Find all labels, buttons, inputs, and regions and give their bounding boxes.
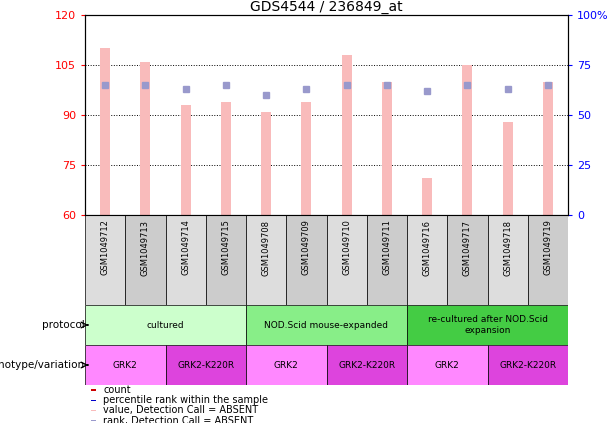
Bar — [91, 389, 96, 390]
Text: cultured: cultured — [147, 321, 185, 330]
Text: GSM1049711: GSM1049711 — [383, 220, 391, 275]
Bar — [327, 345, 407, 385]
Title: GDS4544 / 236849_at: GDS4544 / 236849_at — [250, 0, 403, 14]
Bar — [85, 215, 125, 305]
Text: GRK2: GRK2 — [435, 360, 460, 370]
Text: GSM1049716: GSM1049716 — [422, 220, 432, 275]
Bar — [166, 345, 246, 385]
Bar — [302, 102, 311, 215]
Text: GRK2: GRK2 — [274, 360, 299, 370]
Text: percentile rank within the sample: percentile rank within the sample — [104, 395, 268, 405]
Bar — [367, 215, 407, 305]
Bar — [91, 410, 96, 411]
Bar — [543, 82, 553, 215]
Text: GRK2-K220R: GRK2-K220R — [177, 360, 234, 370]
Text: GSM1049715: GSM1049715 — [221, 220, 230, 275]
Bar — [140, 62, 150, 215]
Bar — [91, 420, 96, 421]
Text: value, Detection Call = ABSENT: value, Detection Call = ABSENT — [104, 406, 259, 415]
Bar — [487, 215, 528, 305]
Bar — [327, 215, 367, 305]
Text: GSM1049710: GSM1049710 — [342, 220, 351, 275]
Bar — [447, 215, 487, 305]
Bar — [487, 345, 568, 385]
Bar — [341, 55, 352, 215]
Bar — [100, 48, 110, 215]
Bar — [246, 345, 327, 385]
Text: GSM1049719: GSM1049719 — [543, 220, 552, 275]
Text: GSM1049708: GSM1049708 — [262, 220, 270, 275]
Text: GRK2-K220R: GRK2-K220R — [499, 360, 557, 370]
Bar — [125, 215, 166, 305]
Bar — [407, 345, 487, 385]
Bar — [407, 215, 447, 305]
Bar — [246, 305, 407, 345]
Text: GSM1049717: GSM1049717 — [463, 220, 472, 275]
Text: GSM1049709: GSM1049709 — [302, 220, 311, 275]
Bar — [206, 215, 246, 305]
Text: re-cultured after NOD.Scid
expansion: re-cultured after NOD.Scid expansion — [427, 315, 547, 335]
Bar — [85, 305, 246, 345]
Text: GRK2-K220R: GRK2-K220R — [338, 360, 395, 370]
Bar — [181, 105, 191, 215]
Bar — [261, 112, 271, 215]
Bar — [382, 82, 392, 215]
Text: protocol: protocol — [42, 320, 85, 330]
Text: NOD.Scid mouse-expanded: NOD.Scid mouse-expanded — [264, 321, 389, 330]
Bar — [91, 399, 96, 401]
Bar — [407, 305, 568, 345]
Text: rank, Detection Call = ABSENT: rank, Detection Call = ABSENT — [104, 416, 254, 423]
Bar — [503, 122, 512, 215]
Text: count: count — [104, 385, 131, 395]
Text: GSM1049714: GSM1049714 — [181, 220, 190, 275]
Text: GRK2: GRK2 — [113, 360, 138, 370]
Bar — [166, 215, 206, 305]
Bar — [462, 65, 473, 215]
Text: genotype/variation: genotype/variation — [0, 360, 85, 370]
Bar — [221, 102, 231, 215]
Bar — [422, 179, 432, 215]
Bar — [246, 215, 286, 305]
Bar — [528, 215, 568, 305]
Bar — [286, 215, 327, 305]
Text: GSM1049713: GSM1049713 — [141, 220, 150, 275]
Bar — [85, 345, 166, 385]
Text: GSM1049712: GSM1049712 — [101, 220, 110, 275]
Text: GSM1049718: GSM1049718 — [503, 220, 512, 275]
